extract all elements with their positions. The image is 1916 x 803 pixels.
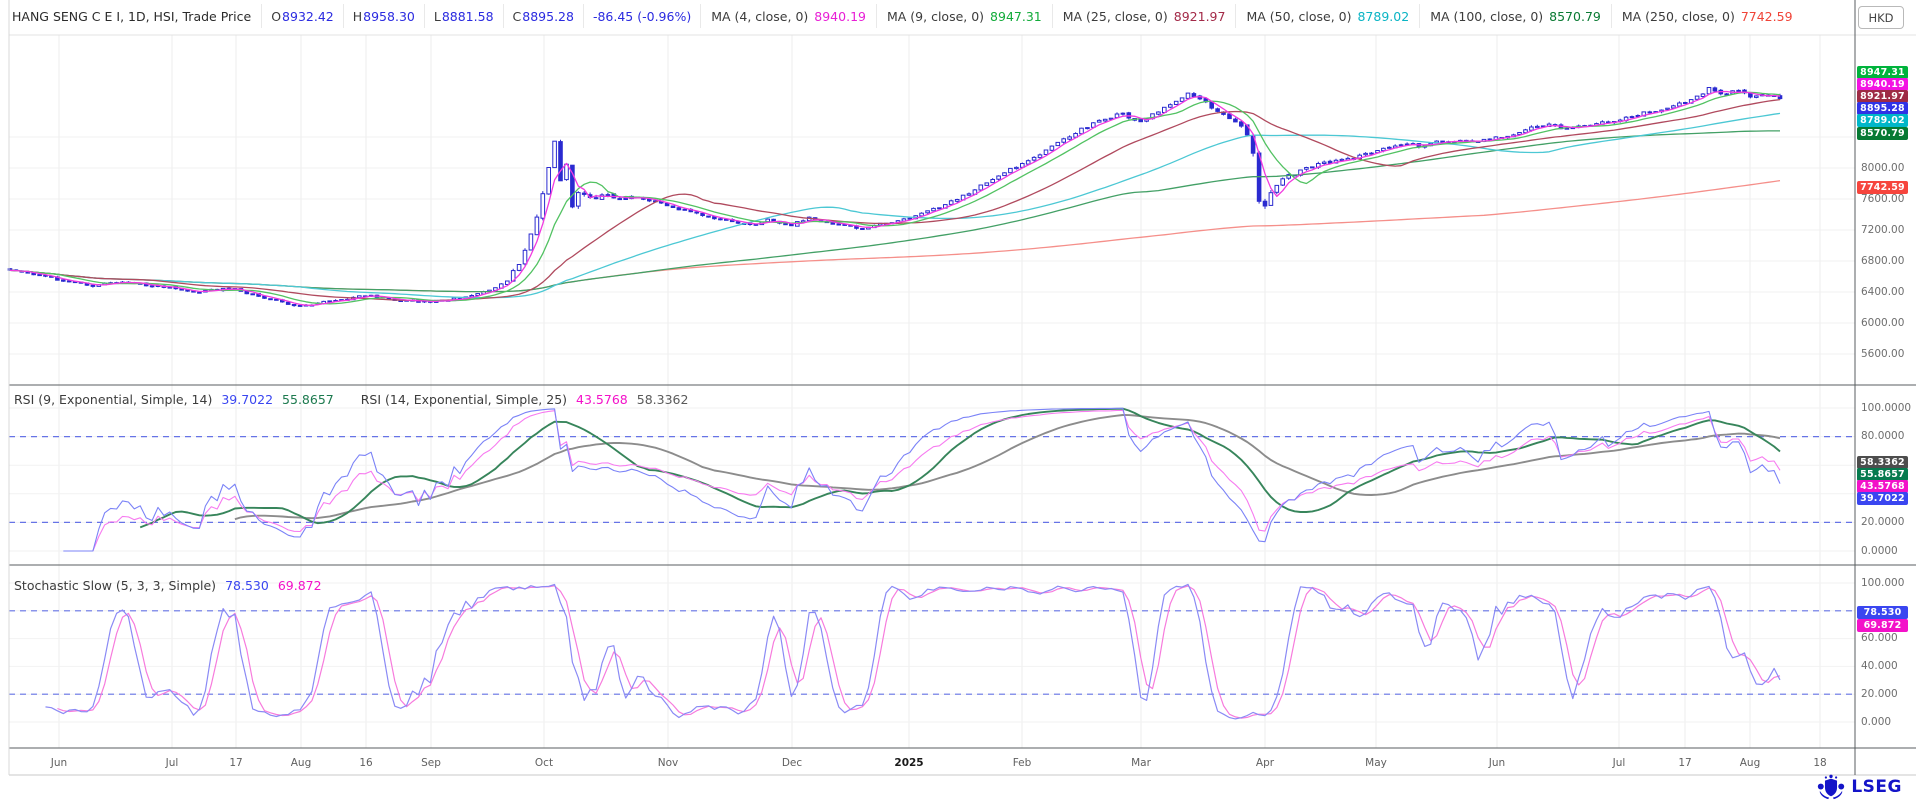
stoch-legend-part: Stochastic Slow (5, 3, 3, Simple) bbox=[14, 578, 217, 593]
rsi-axis-tick: 0.0000 bbox=[1861, 544, 1898, 557]
currency-button[interactable]: HKD bbox=[1858, 6, 1904, 29]
x-axis-label: Feb bbox=[1012, 757, 1032, 769]
x-axis-label: 17 bbox=[229, 757, 243, 769]
stoch-axis-tick: 40.000 bbox=[1861, 659, 1898, 672]
x-axis-label: Aug bbox=[1739, 757, 1761, 769]
price-axis-tick: 6800.00 bbox=[1861, 254, 1905, 267]
price-badge: 55.8657 bbox=[1857, 467, 1908, 481]
stoch-legend[interactable]: Stochastic Slow (5, 3, 3, Simple) 78.530 6… bbox=[14, 578, 322, 593]
x-axis-label: 17 bbox=[1678, 757, 1692, 769]
rsi-legend-part: 39.7022 bbox=[221, 392, 274, 407]
ma-9-line bbox=[9, 91, 1781, 305]
quote-fields: O 8932.42 H 8958.30 L 8881.58 C 8895.28 -86.45 (… bbox=[261, 4, 700, 28]
rsi-legend[interactable]: RSI (9, Exponential, Simple, 14) 39.7022 5… bbox=[14, 392, 688, 407]
stoch-legend-part: 78.530 bbox=[225, 578, 269, 593]
price-badge: 8570.79 bbox=[1857, 126, 1908, 140]
rsi-legend-part: 43.5768 bbox=[576, 392, 628, 407]
x-axis-label: 18 bbox=[1813, 757, 1827, 769]
rsi14-line bbox=[92, 409, 1781, 552]
footer-brand: LSEG bbox=[1816, 774, 1902, 800]
price-badge: 58.3362 bbox=[1857, 455, 1908, 469]
rsi-legend-part: RSI (9, Exponential, Simple, 14) bbox=[14, 392, 213, 407]
x-axis-label: Nov bbox=[657, 757, 679, 769]
price-badge: 78.530 bbox=[1857, 606, 1908, 620]
ma-legend-item[interactable]: MA (100, close, 0) 8570.79 bbox=[1419, 4, 1611, 28]
stoch-d-line bbox=[57, 585, 1781, 719]
stoch-axis-tick: 60.000 bbox=[1861, 632, 1898, 645]
ma-legend-item[interactable]: MA (25, close, 0) 8921.97 bbox=[1051, 4, 1236, 28]
quote-field: C 8895.28 bbox=[502, 4, 583, 28]
x-axis-label: Oct bbox=[534, 757, 554, 769]
candlestick-series[interactable] bbox=[7, 86, 1783, 307]
price-axis-tick: 6400.00 bbox=[1861, 285, 1905, 298]
stoch-axis-tick: 0.000 bbox=[1861, 715, 1892, 728]
price-badge: 8947.31 bbox=[1857, 65, 1908, 79]
x-axis-label: Aug bbox=[290, 757, 312, 769]
quote-field: -86.45 (-0.96%) bbox=[582, 4, 700, 28]
stoch-legend-part: 69.872 bbox=[277, 578, 322, 593]
stoch-k-line bbox=[45, 583, 1781, 720]
price-badge: 7742.59 bbox=[1857, 181, 1908, 195]
price-axis-tick: 8000.00 bbox=[1861, 161, 1905, 174]
price-axis-tick: 7600.00 bbox=[1861, 192, 1905, 205]
ma-legend: MA (4, close, 0) 8940.19 MA (9, close, 0) 8… bbox=[700, 4, 1802, 28]
quote-field: O 8932.42 bbox=[261, 4, 343, 28]
ma-25-line bbox=[9, 98, 1781, 302]
instrument-title[interactable]: HANG SENG C E I, 1D, HSI, Trade Price bbox=[12, 8, 252, 24]
rsi-axis-tick: 20.0000 bbox=[1861, 515, 1905, 528]
price-badge: 43.5768 bbox=[1857, 480, 1908, 493]
lseg-wordmark: LSEG bbox=[1851, 777, 1902, 797]
quote-field: H 8958.30 bbox=[342, 4, 424, 28]
x-axis-label: Mar bbox=[1131, 757, 1151, 769]
x-axis-label: Jul bbox=[1612, 757, 1626, 769]
stoch-axis-tick: 100.000 bbox=[1861, 576, 1905, 589]
rsi-legend-part: 58.3362 bbox=[636, 392, 689, 407]
rsi-axis-tick: 80.0000 bbox=[1861, 430, 1905, 443]
price-badge: 8921.97 bbox=[1857, 89, 1908, 103]
rsi-legend-part: RSI (14, Exponential, Simple, 25) bbox=[360, 392, 568, 407]
price-badge: 69.872 bbox=[1857, 618, 1908, 632]
rsi9-signal-line bbox=[139, 407, 1781, 529]
price-axis-tick: 6000.00 bbox=[1861, 316, 1905, 329]
stoch-axis-tick: 20.000 bbox=[1861, 687, 1898, 700]
price-axis-tick: 7200.00 bbox=[1861, 223, 1905, 236]
x-axis-label: Sep bbox=[421, 757, 441, 769]
ma-legend-item[interactable]: MA (50, close, 0) 8789.02 bbox=[1235, 4, 1419, 28]
ma-legend-item[interactable]: MA (4, close, 0) 8940.19 bbox=[700, 4, 876, 28]
ma-legend-item[interactable]: MA (9, close, 0) 8947.31 bbox=[875, 4, 1052, 28]
x-axis-label: 2025 bbox=[894, 757, 924, 769]
ma-legend-item[interactable]: MA (250, close, 0) 7742.59 bbox=[1610, 4, 1803, 28]
x-axis-label: Apr bbox=[1255, 757, 1275, 769]
price-axis-tick: 5600.00 bbox=[1861, 347, 1905, 360]
x-axis-label: 16 bbox=[359, 757, 373, 769]
price-badge: 8940.19 bbox=[1857, 77, 1908, 91]
x-axis-label: May bbox=[1365, 757, 1387, 769]
price-badge: 8895.28 bbox=[1857, 102, 1908, 116]
x-axis-label: Jun bbox=[1488, 757, 1506, 769]
price-badge: 8789.02 bbox=[1857, 114, 1908, 128]
rsi-legend-part: 55.8657 bbox=[282, 392, 334, 407]
lseg-crest-icon bbox=[1818, 774, 1845, 800]
x-axis-label: Jul bbox=[165, 757, 179, 769]
quote-field: L 8881.58 bbox=[423, 4, 503, 28]
rsi14-signal-line bbox=[234, 414, 1781, 521]
ma-100-line bbox=[9, 130, 1780, 293]
ma-250-line bbox=[9, 179, 1781, 293]
rsi9-line bbox=[63, 407, 1781, 552]
x-axis-label: Dec bbox=[781, 757, 803, 769]
ma-50-line bbox=[9, 112, 1781, 299]
price-badge: 39.7022 bbox=[1857, 492, 1908, 506]
rsi-axis-tick: 100.0000 bbox=[1861, 401, 1912, 414]
x-axis-label: Jun bbox=[50, 757, 68, 769]
ma-4-line bbox=[9, 90, 1781, 306]
